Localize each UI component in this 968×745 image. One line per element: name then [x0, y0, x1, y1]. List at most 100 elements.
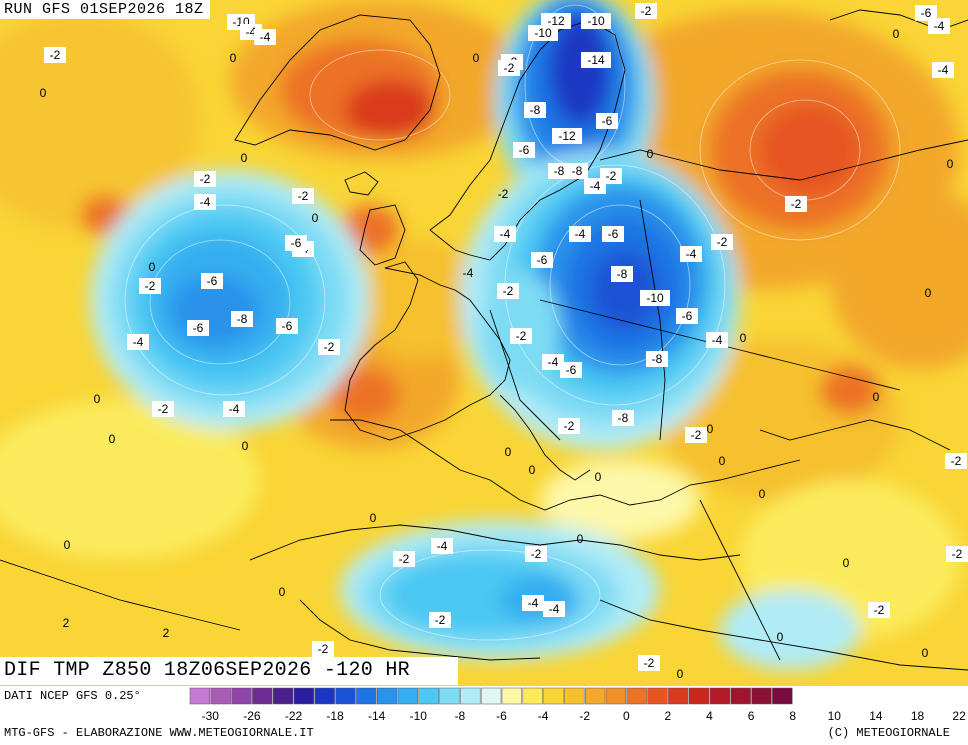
legend-swatch — [356, 687, 377, 705]
color-scale-legend: -30-26-22-18-14-10-8-6-4-202468101418223… — [189, 687, 966, 723]
contour-label-text: -2 — [324, 340, 335, 354]
contour-label-text: 0 — [230, 51, 237, 65]
legend-swatch — [605, 687, 627, 705]
run-label: RUN GFS 01SEP2026 18Z — [0, 0, 210, 19]
contour-label: -2 — [600, 168, 622, 184]
contour-label: -2 — [785, 196, 807, 212]
contour-label-text: -4 — [500, 227, 511, 241]
legend-tick-label: 2 — [665, 709, 672, 723]
contour-label: -6 — [201, 273, 223, 289]
coastlines — [0, 9, 968, 671]
contour-label-text: -6 — [921, 6, 932, 20]
contour-label: -2 — [393, 551, 415, 567]
contour-label-text: 0 — [64, 538, 71, 552]
contour-label: -2 — [635, 3, 657, 19]
legend-swatch — [688, 687, 710, 705]
contour-label: -4 — [706, 332, 728, 348]
legend-tick-label: -14 — [368, 709, 386, 723]
legend-tick-label: 8 — [789, 709, 796, 723]
contour-label-text: 0 — [577, 532, 584, 546]
contour-label: -8 — [524, 102, 546, 118]
contour-label: -4 — [680, 246, 702, 262]
contour-label-text: 0 — [505, 445, 512, 459]
contour-label-text: -6 — [602, 114, 613, 128]
contour-label-text: -4 — [246, 25, 257, 39]
legend-swatch — [376, 687, 398, 705]
contour-label: -2 — [946, 546, 968, 562]
contour-label-text: 0 — [279, 585, 286, 599]
contour-label-text: 0 — [777, 630, 784, 644]
contour-label: -6 — [915, 5, 937, 21]
contour-label: -4 — [543, 601, 565, 617]
contour-label-text: 0 — [529, 463, 536, 477]
credit-left: MTG-GFS - ELABORAZIONE WWW.METEOGIORNALE… — [4, 726, 314, 740]
legend-swatch — [647, 687, 668, 705]
legend-swatch — [418, 687, 439, 705]
contour-label-text: -2 — [318, 642, 329, 656]
contour-label-text: -4 — [463, 266, 474, 280]
contour-label-text: 0 — [925, 286, 932, 300]
contour-label: -2 — [868, 602, 890, 618]
legend-swatch — [564, 687, 585, 705]
contour-label: -4 — [522, 595, 544, 611]
contour-label: -4 — [127, 334, 149, 350]
legend-swatch — [668, 687, 689, 705]
legend-swatch — [231, 687, 252, 705]
contour-label-text: -4 — [938, 63, 949, 77]
legend-swatch — [293, 687, 315, 705]
legend-swatch — [730, 687, 751, 705]
legend-swatch — [751, 687, 772, 705]
legend-tick-label: -26 — [243, 709, 261, 723]
contour-label-text: -2 — [874, 603, 885, 617]
legend-swatch — [272, 687, 294, 705]
contour-label-text: -4 — [133, 335, 144, 349]
contour-label-text: -8 — [572, 164, 583, 178]
contour-label-text: -2 — [504, 61, 515, 75]
contour-label-text: -2 — [791, 197, 802, 211]
contour-label: -6 — [676, 308, 698, 324]
contour-label-text: 0 — [473, 51, 480, 65]
contour-label-text: -4 — [260, 30, 271, 44]
contour-label: -14 — [581, 52, 611, 68]
contour-label-text: -2 — [564, 419, 575, 433]
legend-tick-label: -18 — [326, 709, 344, 723]
legend-swatch — [709, 687, 731, 705]
contour-label-text: -8 — [237, 312, 248, 326]
contour-label-text: -6 — [207, 274, 218, 288]
contour-label-text: -4 — [200, 195, 211, 209]
contour-label-text: 0 — [843, 556, 850, 570]
contour-label-text: 0 — [922, 646, 929, 660]
contour-label-text: -2 — [145, 279, 156, 293]
contour-label-text: 2 — [163, 626, 170, 640]
contour-label-text: 0 — [759, 487, 766, 501]
contour-label: -6 — [531, 252, 553, 268]
contour-label: -2 — [152, 401, 174, 417]
legend-swatch — [335, 687, 356, 705]
contour-label-text: 0 — [109, 432, 116, 446]
legend-tick-label: 18 — [911, 709, 925, 723]
legend-swatch — [189, 687, 211, 705]
contour-label-text: -8 — [618, 411, 629, 425]
contour-label-text: -10 — [534, 26, 552, 40]
contour-label-text: -12 — [547, 14, 565, 28]
contour-label: -4 — [928, 18, 950, 34]
contour-label: -6 — [276, 318, 298, 334]
contour-label-text: -2 — [399, 552, 410, 566]
contour-label-text: -10 — [646, 291, 664, 305]
contour-label: -2 — [497, 283, 519, 299]
contour-label-text: -2 — [158, 402, 169, 416]
contour-label-text: 0 — [873, 390, 880, 404]
contour-label: -10 — [640, 290, 670, 306]
contour-label-text: -12 — [558, 129, 576, 143]
contour-label: -2 — [292, 188, 314, 204]
contour-label-text: -6 — [537, 253, 548, 267]
contour-label: -2 — [525, 546, 547, 562]
legend-tick-label: 14 — [869, 709, 883, 723]
contour-label: -2 — [194, 171, 216, 187]
contour-label: -6 — [187, 320, 209, 336]
contour-label-text: -6 — [282, 319, 293, 333]
contour-label: -2 — [510, 328, 532, 344]
footer: -30-26-22-18-14-10-8-6-4-202468101418223… — [0, 686, 968, 745]
legend-swatch — [439, 687, 460, 705]
